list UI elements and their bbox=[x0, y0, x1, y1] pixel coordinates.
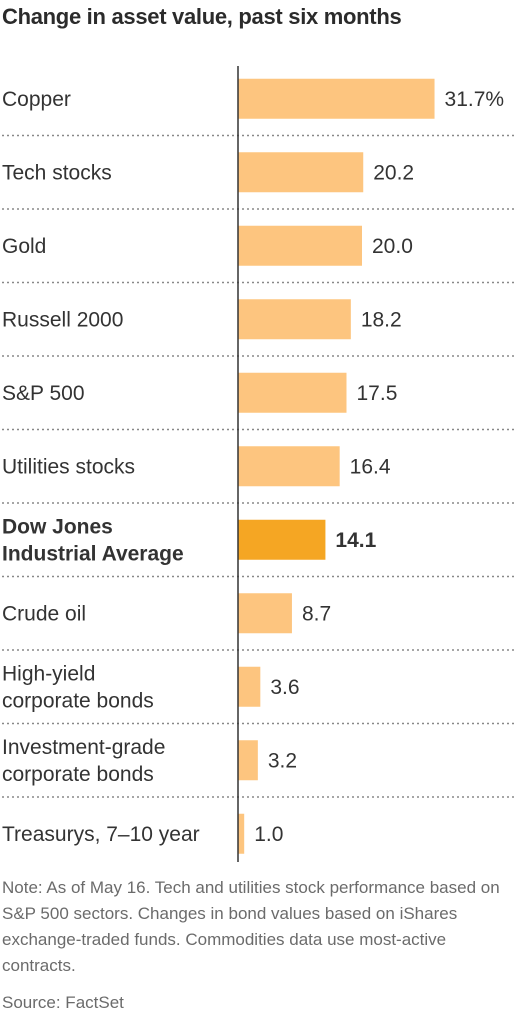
value-label: 20.2 bbox=[373, 161, 414, 184]
bar bbox=[238, 225, 362, 266]
chart-source: Source: FactSet bbox=[2, 993, 124, 1012]
category-label: Crude oil bbox=[2, 602, 86, 625]
category-label: S&P 500 bbox=[2, 382, 85, 405]
category-label: Utilities stocks bbox=[2, 455, 135, 478]
category-label: High-yield bbox=[2, 662, 95, 685]
chart-title: Change in asset value, past six months bbox=[2, 4, 402, 29]
value-label: 17.5 bbox=[357, 382, 398, 405]
value-label: 8.7 bbox=[302, 602, 331, 625]
bar-chart: 31.7% Copper 20.2 Tech stocks 20.0 Gold 18.2 Ru… bbox=[2, 66, 516, 862]
category-label: corporate bonds bbox=[2, 689, 154, 712]
category-label: Tech stocks bbox=[2, 161, 112, 184]
bar bbox=[238, 593, 292, 634]
value-label: 14.1 bbox=[335, 529, 376, 552]
bar bbox=[238, 813, 245, 854]
bar bbox=[238, 78, 435, 119]
category-label: Industrial Average bbox=[2, 542, 184, 565]
value-label: 18.2 bbox=[361, 308, 402, 331]
bar bbox=[238, 740, 258, 781]
category-label: Copper bbox=[2, 88, 71, 111]
value-label: 1.0 bbox=[254, 823, 283, 846]
category-label: Gold bbox=[2, 235, 46, 258]
bar bbox=[238, 446, 340, 487]
bar bbox=[238, 372, 347, 413]
category-label: Dow Jones bbox=[2, 515, 113, 538]
value-label: 20.0 bbox=[372, 235, 413, 258]
category-label: corporate bonds bbox=[2, 763, 154, 786]
category-label: Russell 2000 bbox=[2, 308, 123, 331]
bar bbox=[238, 519, 326, 560]
category-label: Treasurys, 7–10 year bbox=[2, 823, 200, 846]
chart-note: Note: As of May 16. Tech and utilities s… bbox=[2, 878, 500, 975]
bar bbox=[238, 666, 261, 707]
value-label: 3.2 bbox=[268, 749, 297, 772]
value-label: 31.7% bbox=[445, 88, 505, 111]
bar bbox=[238, 152, 364, 193]
value-label: 16.4 bbox=[350, 455, 391, 478]
value-label: 3.6 bbox=[270, 676, 299, 699]
category-label: Investment-grade bbox=[2, 736, 165, 759]
bar bbox=[238, 299, 351, 340]
